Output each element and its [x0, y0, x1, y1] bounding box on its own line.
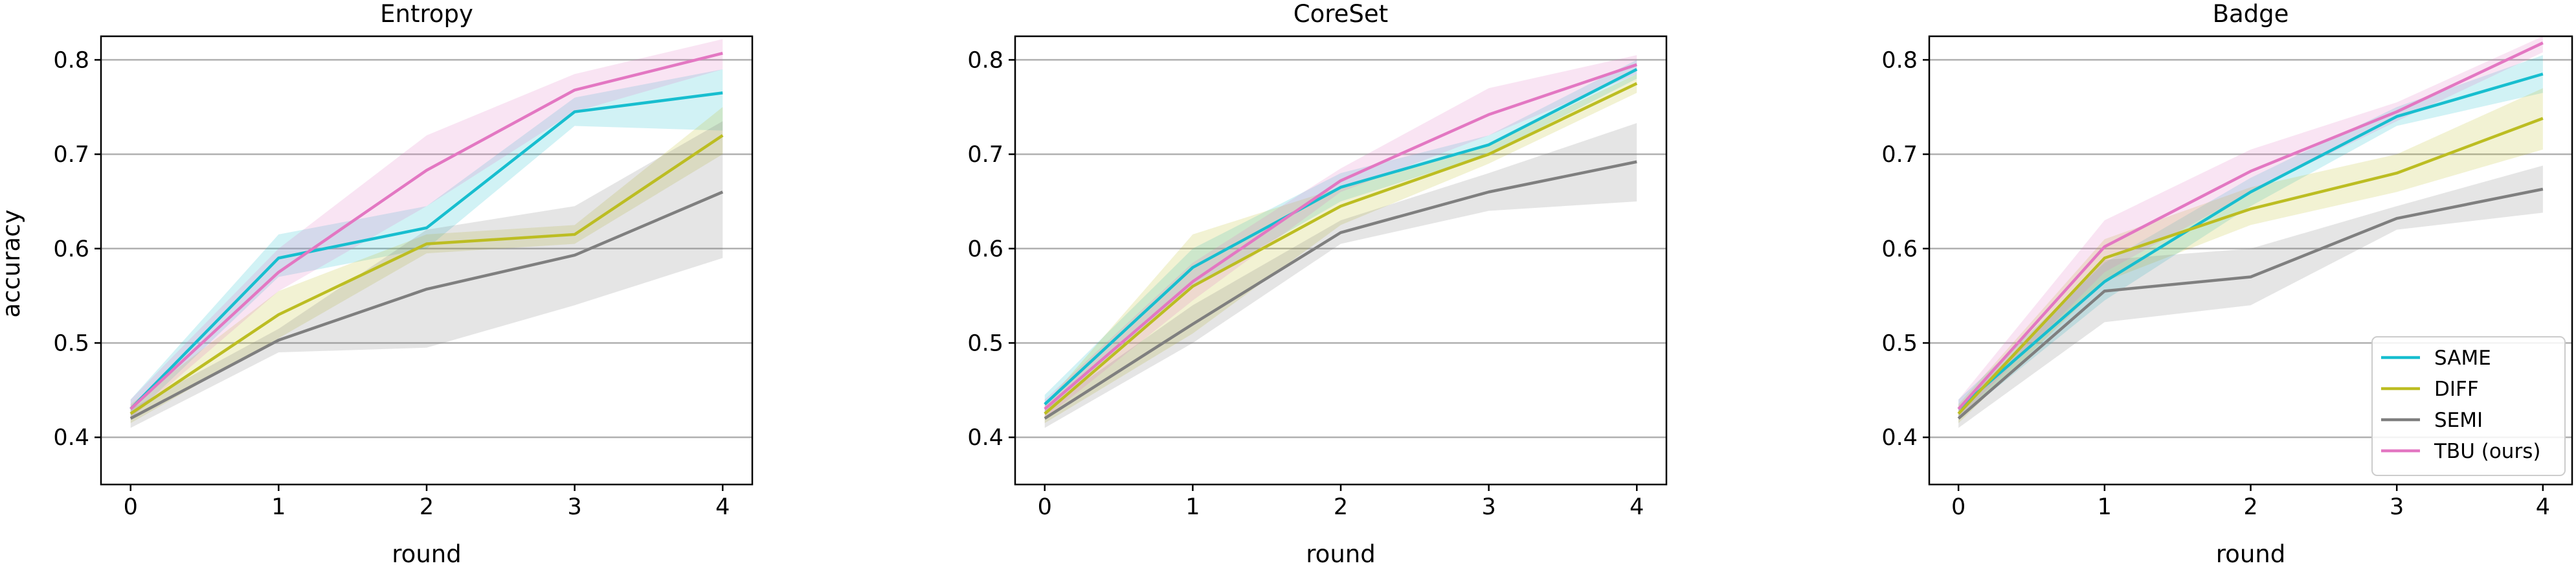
legend-label-semi: SEMI	[2434, 409, 2483, 432]
y-axis-label: accuracy	[0, 210, 25, 318]
y-tick-label: 0.7	[53, 142, 89, 168]
legend-label-tbu-ours: TBU (ours)	[2434, 440, 2540, 463]
x-tick-label: 3	[1481, 494, 1495, 520]
series-line-semi	[129, 190, 724, 420]
x-axis-label: round	[1306, 540, 1375, 568]
series-line-same	[129, 91, 723, 411]
x-tick-label: 0	[1951, 494, 1966, 520]
confidence-band-tbu-ours	[130, 39, 723, 419]
series-line-semi	[1044, 160, 1637, 420]
x-tick-label: 0	[124, 494, 138, 520]
chart-panel-coreset: 0 1 2 3 4 0.4 0.5 0.6 0.7 0.8 CoreSet round	[967, 0, 1668, 568]
legend-box	[2371, 336, 2566, 476]
legend: SAME DIFF SEMI TBU (ours)	[2371, 336, 2566, 476]
x-tick-label: 0	[1038, 494, 1052, 520]
y-tick-label: 0.4	[53, 425, 89, 451]
x-tick-label: 3	[2390, 494, 2404, 520]
x-tick-label: 3	[567, 494, 581, 520]
chart-title: Entropy	[380, 0, 473, 28]
x-axis-label: round	[2216, 540, 2285, 568]
y-tick-label: 0.4	[967, 425, 1003, 451]
confidence-band-semi	[1958, 165, 2543, 428]
y-tick-label: 0.5	[53, 330, 89, 356]
y-tick-label: 0.8	[1881, 47, 1918, 73]
x-tick-label: 2	[2243, 494, 2257, 520]
legend-label-same: SAME	[2434, 347, 2491, 370]
x-tick-label: 2	[1334, 494, 1348, 520]
series-line-tbu-ours	[129, 52, 723, 411]
series-line-same	[1957, 73, 2544, 411]
y-tick-label: 0.8	[53, 47, 89, 73]
x-tick-label: 4	[715, 494, 730, 520]
series-line-diff	[1957, 117, 2544, 415]
confidence-band-same	[1044, 60, 1637, 414]
x-tick-label: 1	[2098, 494, 2112, 520]
x-axis-label: round	[392, 540, 461, 568]
series-line-tbu-ours	[1957, 41, 2544, 410]
y-tick-label: 0.4	[1881, 425, 1918, 451]
chart-title: CoreSet	[1294, 0, 1388, 28]
chart-panel-badge: 0 1 2 3 4 0.4 0.5 0.6 0.7 0.8 Badge round SAME DIFF SE…	[1881, 0, 2573, 568]
y-tick-label: 0.7	[967, 142, 1003, 168]
chart-title: Badge	[2213, 0, 2289, 28]
y-tick-label: 0.7	[1881, 142, 1918, 168]
confidence-band-diff	[1044, 74, 1637, 424]
chart-panel-entropy: 0 1 2 3 4 0.4 0.5 0.6 0.7 0.8 Entropy round	[53, 0, 754, 568]
x-tick-label: 1	[271, 494, 286, 520]
x-tick-label: 4	[2536, 494, 2550, 520]
confidence-band-tbu-ours	[1044, 55, 1637, 419]
series-line-diff	[129, 134, 724, 415]
x-tick-label: 4	[1630, 494, 1644, 520]
series-line-tbu-ours	[1044, 63, 1637, 411]
y-tick-label: 0.5	[1881, 330, 1918, 356]
confidence-band-tbu-ours	[1958, 36, 2543, 419]
x-tick-label: 1	[1185, 494, 1200, 520]
y-tick-label: 0.5	[967, 330, 1003, 356]
series-line-semi	[1957, 187, 2544, 420]
legend-label-diff: DIFF	[2434, 378, 2479, 401]
y-tick-label: 0.8	[967, 47, 1003, 73]
y-tick-label: 0.6	[1881, 236, 1918, 262]
y-tick-label: 0.6	[967, 236, 1003, 262]
series-line-same	[1044, 67, 1638, 405]
x-tick-label: 2	[420, 494, 434, 520]
series-line-diff	[1044, 82, 1638, 415]
confidence-band-semi	[130, 121, 723, 428]
y-tick-label: 0.6	[53, 236, 89, 262]
confidence-band-semi	[1044, 123, 1637, 428]
